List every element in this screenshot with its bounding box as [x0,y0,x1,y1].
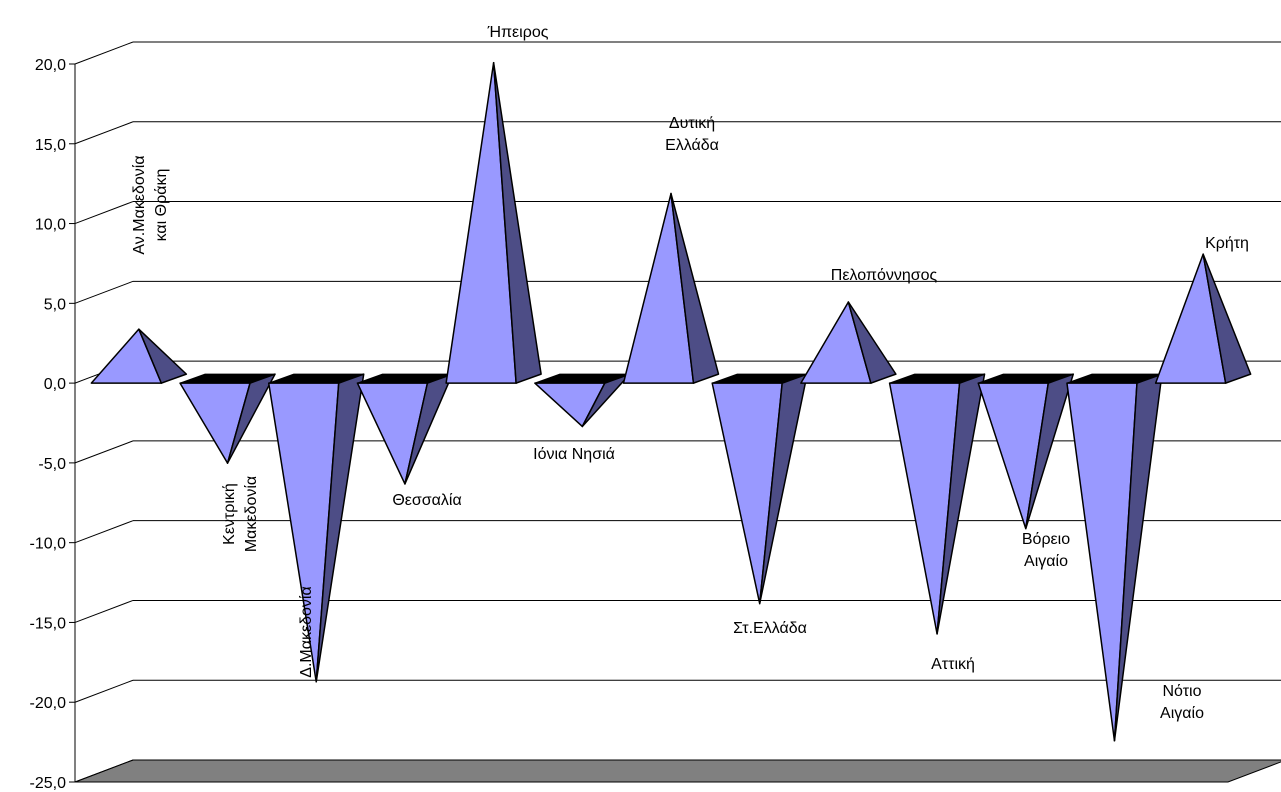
category-label: Κεντρική Μακεδονία [221,476,260,552]
category-label: Δυτική Ελλάδα [665,115,719,154]
pyramid-side-face [758,373,808,605]
y-axis: 20,0 15,0 10,0 5,0 0,0 -5,0 -10,0 -15,0 -20,0 -25… [30,57,76,792]
y-tick-label: -20,0 [30,695,67,712]
pyramid-side-face [404,373,454,485]
y-tick-label: -5,0 [38,456,66,473]
category-label: Θεσσαλία [392,492,461,509]
category-label: Στ.Ελλάδα [733,620,807,637]
category-label: Ήπειρος [487,24,549,41]
pyramid-mark [445,61,542,384]
pyramid-side-face [581,373,631,428]
pyramid-mark [179,373,276,464]
grid-diagonal [74,599,134,623]
grid-diagonal [74,440,134,464]
grid-diagonal [74,201,134,225]
y-tick-label: 20,0 [35,57,66,74]
pyramid-mark [534,373,631,428]
pyramid-mark [90,328,188,384]
pyramid-side-face [936,373,986,635]
pyramid-side-face [492,61,542,384]
pyramid-mark [267,373,365,683]
grid-diagonal [74,280,134,304]
y-tick-label: 15,0 [35,137,66,154]
pyramid-side-face [226,373,276,464]
y-tick-label: 5,0 [44,296,66,313]
category-labels: Αν.Μακεδονία και Θράκη Κεντρική Μακεδονία Δ.… [131,24,1249,722]
pyramid-side-face [1113,373,1163,742]
category-label: Βόρειο Αιγαίο [1022,531,1070,570]
pyramid-mark [1066,373,1163,742]
pyramid-mark [1154,253,1252,384]
y-tick-label: -25,0 [30,775,67,792]
pyramid-mark [888,373,986,635]
category-label: Αττική [931,656,975,673]
category-label: Ιόνια Νησιά [533,446,615,463]
pyramid-side-face [138,328,188,384]
chart-floor [74,759,1281,783]
pyramid-marks [90,61,1252,742]
category-label: Δ.Μακεδονία [298,586,315,677]
grid-diagonal [74,520,134,544]
pyramid-mark [977,373,1075,530]
y-tick-label: 10,0 [35,217,66,234]
grid-diagonal [74,41,134,65]
grid-diagonal [74,759,134,783]
pyramid-side-face [847,301,897,384]
pyramid-side-face [670,192,720,384]
category-label: Αν.Μακεδονία και Θράκη [131,155,170,254]
grid-diagonal [74,679,134,703]
grid-diagonal [74,121,134,145]
category-label: Νότιο Αιγαίο [1160,683,1204,722]
pyramid-side-face [1202,253,1252,384]
pyramid-mark [622,192,720,384]
pyramid-side-face [315,373,365,683]
category-label: Κρήτη [1205,235,1249,252]
y-tick-label: -15,0 [30,615,67,632]
pyramid-mark [800,301,897,384]
category-label: Πελοπόννησος [831,267,938,284]
pyramid-mark [711,373,808,605]
pyramid-side-face [1025,373,1075,530]
y-tick-label: -10,0 [30,536,67,553]
pyramid-mark [356,373,454,485]
y-tick-label: 0,0 [44,376,66,393]
